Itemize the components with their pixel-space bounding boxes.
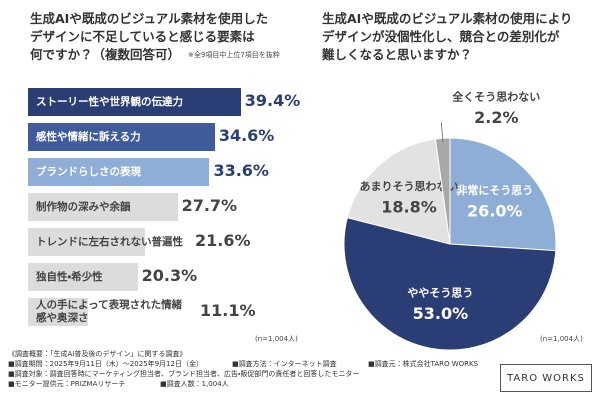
category-text: トレンドに左右されない普遍性 [36,235,183,248]
footer-item: ■調査方法：インターネット調査 [232,360,337,368]
slice-label: 全くそう思わない [452,89,540,103]
category-text: ストーリー性や世界観の伝達力 [36,95,183,108]
slice-label: ややそう思う [407,287,473,300]
pie-slice [449,137,557,252]
bar [28,263,138,291]
category-label: 制作物の深みや余韻 [36,193,188,221]
category-label: ブランドらしさの表現 [36,158,188,186]
bar [28,193,178,221]
leader-line [440,122,444,143]
category-label: 独自性・希少性 [36,263,188,291]
footer-heading: 《調査概要：「生成AI普及後のデザイン」に関する調査》 [8,350,187,358]
sample-size: (n=1,004人) [255,335,298,343]
bar [28,298,88,326]
value-label: 11.1% [200,301,256,320]
category-text: ブランドらしさの表現 [36,165,141,178]
slice-value: 26.0% [467,201,523,220]
category-text: 制作物の深みや余韻 [36,200,131,213]
chart-title: 難しくなると思いますか？ [322,47,473,62]
value-label: 34.6% [218,126,275,145]
category-text: 独自性・希少性 [36,270,103,283]
chart-title: 生成AIや既成のビジュアル素材を使用した [30,11,269,26]
value-label: 33.6% [213,161,269,180]
slice-label: 非常にそう思う [456,183,533,197]
value-label: 21.6% [195,231,251,250]
bar [28,88,241,116]
category-text: 人の手によって表現された情緒感や奥深さ [36,299,183,324]
brand: TARO WORKS [500,364,592,392]
bar [28,123,215,151]
category-label: ストーリー性や世界観の伝達力 [36,88,188,116]
slice-value: 53.0% [413,304,469,323]
slice-value: 18.8% [381,198,437,217]
chart-title: 生成AIや既成のビジュアル素材の使用により [322,11,573,26]
value-label: 27.7% [181,196,238,215]
pie-slice [346,138,451,245]
footer-item: ■調査対象：調査回答時にマーケティング担当者、ブランド担当者、広告・販促部門の責… [8,370,360,378]
value-label: 20.3% [141,266,198,285]
pie-slice [343,217,557,351]
slice-label: あまりそう思わない [360,180,459,193]
category-label: 感性や情緒に訴える力 [36,123,188,151]
footer-item: ■モニター提供元：PRIZMAリサーチ [8,380,126,388]
note: ※全9項目中上位7項目を抜粋 [188,51,280,59]
category-label: 人の手によって表現された情緒感や奥深さ [36,298,188,326]
footer-item: ■調査期間：2025年9月11日（木）～2025年9月12日（金） [8,360,203,368]
sample-size: (n=1,004人) [540,335,583,343]
value-label: 39.4% [244,91,301,110]
footer-item: ■調査人数：1,004人 [160,380,229,388]
category-label: トレンドに左右されない普遍性 [36,228,188,256]
chart-title: デザインが没個性化し、競合との差別化が [322,29,560,44]
footer-item: ■調査元：株式会社TARO WORKS [368,360,479,368]
chart-title: デザインに不足していると感じる要素は [30,29,255,44]
chart-title: 何ですか？（複数回答可） [30,47,181,62]
bar [28,228,145,256]
category-text: 感性や情緒に訴える力 [36,130,141,143]
slice-value: 2.2% [474,108,518,127]
bar [28,158,210,186]
